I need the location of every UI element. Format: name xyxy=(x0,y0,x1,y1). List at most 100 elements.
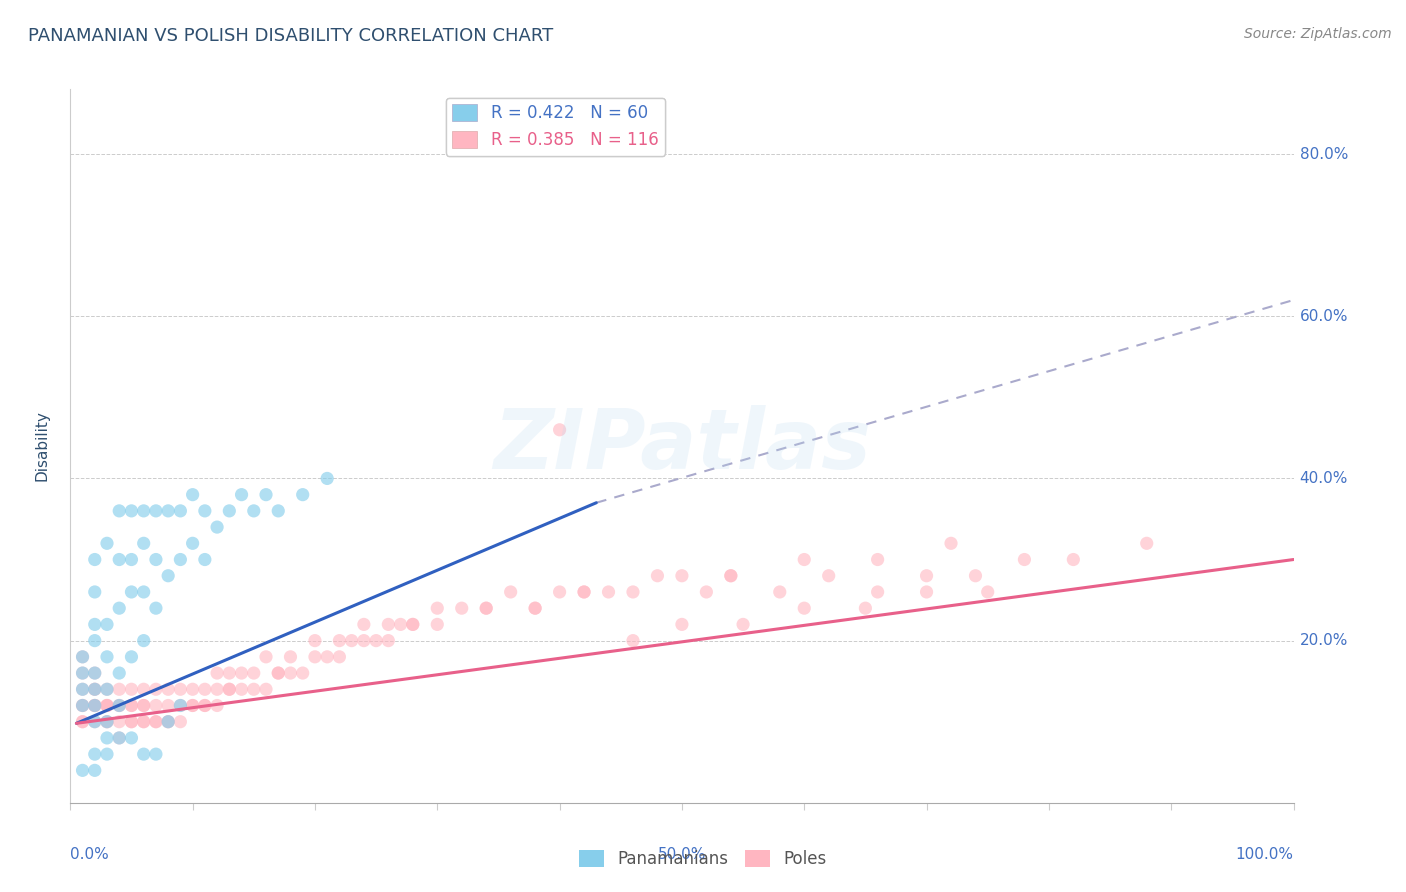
Point xyxy=(72,649,94,664)
Point xyxy=(548,585,571,599)
Point xyxy=(866,585,889,599)
Point xyxy=(254,682,277,697)
Point xyxy=(83,633,105,648)
Point xyxy=(96,698,118,713)
Point xyxy=(108,698,131,713)
Point xyxy=(83,682,105,697)
Point xyxy=(353,617,375,632)
Point xyxy=(939,536,962,550)
Point xyxy=(218,682,240,697)
Point xyxy=(194,698,217,713)
Point xyxy=(671,617,693,632)
Point xyxy=(96,617,118,632)
Point xyxy=(83,698,105,713)
Point xyxy=(169,552,191,566)
Point xyxy=(866,552,889,566)
Point xyxy=(205,666,228,681)
Point xyxy=(915,568,938,582)
Point xyxy=(83,585,105,599)
Point xyxy=(402,617,425,632)
Point xyxy=(145,552,167,566)
Point xyxy=(194,682,217,697)
Point xyxy=(145,747,167,761)
Point xyxy=(132,504,155,518)
Point xyxy=(72,682,94,697)
Point xyxy=(231,666,253,681)
Point xyxy=(108,731,131,745)
Text: 50.0%: 50.0% xyxy=(658,847,706,862)
Point xyxy=(1014,552,1036,566)
Point xyxy=(769,585,792,599)
Point xyxy=(72,666,94,681)
Point xyxy=(108,601,131,615)
Point xyxy=(621,633,644,648)
Point xyxy=(121,714,143,729)
Point xyxy=(254,488,277,502)
Text: 60.0%: 60.0% xyxy=(1299,309,1348,324)
Point xyxy=(231,488,253,502)
Point xyxy=(548,423,571,437)
Point xyxy=(72,698,94,713)
Text: 0.0%: 0.0% xyxy=(70,847,110,862)
Point xyxy=(72,682,94,697)
Point xyxy=(96,714,118,729)
Point xyxy=(83,666,105,681)
Point xyxy=(169,504,191,518)
Point xyxy=(169,698,191,713)
Point xyxy=(72,698,94,713)
Text: 40.0%: 40.0% xyxy=(1299,471,1348,486)
Point xyxy=(72,649,94,664)
Point xyxy=(475,601,498,615)
Point xyxy=(205,698,228,713)
Point xyxy=(96,714,118,729)
Point xyxy=(524,601,547,615)
Point xyxy=(121,682,143,697)
Point xyxy=(108,682,131,697)
Point xyxy=(83,698,105,713)
Point xyxy=(132,682,155,697)
Point xyxy=(83,698,105,713)
Point xyxy=(855,601,877,615)
Point xyxy=(83,764,105,778)
Point xyxy=(121,552,143,566)
Point xyxy=(1062,552,1084,566)
Point xyxy=(218,666,240,681)
Point xyxy=(121,698,143,713)
Point xyxy=(108,731,131,745)
Point xyxy=(720,568,742,582)
Point xyxy=(145,682,167,697)
Point xyxy=(353,633,375,648)
Point xyxy=(304,649,326,664)
Point xyxy=(96,682,118,697)
Point xyxy=(96,731,118,745)
Point xyxy=(72,714,94,729)
Point xyxy=(316,649,339,664)
Text: 80.0%: 80.0% xyxy=(1299,146,1348,161)
Text: 20.0%: 20.0% xyxy=(1299,633,1348,648)
Point xyxy=(132,714,155,729)
Point xyxy=(402,617,425,632)
Point xyxy=(108,698,131,713)
Point xyxy=(132,747,155,761)
Point xyxy=(72,698,94,713)
Point xyxy=(96,536,118,550)
Point xyxy=(965,568,987,582)
Point xyxy=(108,714,131,729)
Point xyxy=(267,504,290,518)
Point xyxy=(231,682,253,697)
Point xyxy=(145,714,167,729)
Point xyxy=(96,698,118,713)
Point xyxy=(83,666,105,681)
Point xyxy=(169,698,191,713)
Point xyxy=(181,536,204,550)
Point xyxy=(96,682,118,697)
Point xyxy=(121,731,143,745)
Point xyxy=(340,633,363,648)
Point xyxy=(450,601,472,615)
Point xyxy=(621,585,644,599)
Point xyxy=(121,649,143,664)
Point xyxy=(169,682,191,697)
Point xyxy=(72,666,94,681)
Point xyxy=(243,504,266,518)
Point xyxy=(475,601,498,615)
